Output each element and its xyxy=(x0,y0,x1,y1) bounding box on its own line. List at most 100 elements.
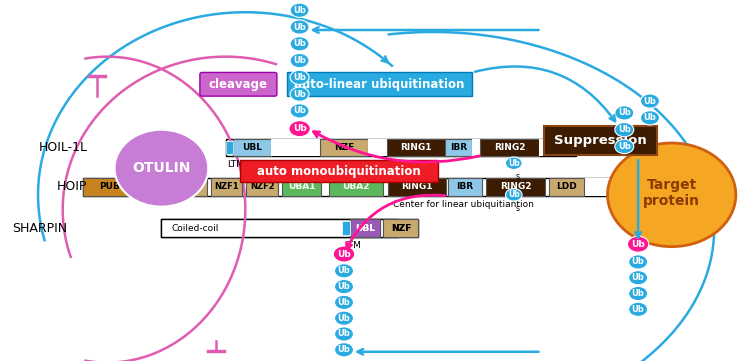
Text: Ub: Ub xyxy=(338,298,351,307)
Ellipse shape xyxy=(505,189,522,201)
Text: Ub: Ub xyxy=(508,190,520,199)
Bar xyxy=(388,178,446,196)
Text: LTM: LTM xyxy=(228,160,244,169)
Bar xyxy=(342,221,350,235)
Bar xyxy=(135,178,139,196)
Bar xyxy=(320,139,368,156)
Bar xyxy=(448,178,482,196)
Text: Ub: Ub xyxy=(293,73,306,82)
Text: Ub: Ub xyxy=(618,109,630,117)
Ellipse shape xyxy=(629,302,648,317)
Ellipse shape xyxy=(290,53,309,68)
FancyBboxPatch shape xyxy=(200,73,277,96)
Text: Ub: Ub xyxy=(338,266,351,275)
Ellipse shape xyxy=(290,3,309,17)
Text: RING2: RING2 xyxy=(500,183,532,191)
Bar xyxy=(84,178,135,196)
Text: IBR: IBR xyxy=(450,143,467,152)
Ellipse shape xyxy=(627,236,648,252)
Text: UBA2: UBA2 xyxy=(342,183,370,191)
Text: LTM: LTM xyxy=(344,241,361,250)
Bar xyxy=(350,220,379,237)
Bar xyxy=(368,139,388,156)
Ellipse shape xyxy=(290,87,309,101)
Ellipse shape xyxy=(629,286,648,301)
Text: PUB: PUB xyxy=(99,183,120,191)
Ellipse shape xyxy=(608,143,736,246)
Bar xyxy=(287,73,472,96)
Ellipse shape xyxy=(290,70,309,85)
Text: Coiled-coil: Coiled-coil xyxy=(171,224,219,233)
Text: Ub: Ub xyxy=(338,282,351,291)
Ellipse shape xyxy=(290,20,309,34)
Ellipse shape xyxy=(615,123,634,137)
Text: NZF: NZF xyxy=(391,224,411,233)
Ellipse shape xyxy=(115,130,208,207)
Ellipse shape xyxy=(290,104,309,118)
Text: auto monoubiquitination: auto monoubiquitination xyxy=(257,165,421,178)
Text: Ub: Ub xyxy=(644,97,656,106)
Text: Ub: Ub xyxy=(618,142,630,151)
Text: SHARPIN: SHARPIN xyxy=(13,222,68,235)
Text: RING1: RING1 xyxy=(400,143,432,152)
Bar xyxy=(350,220,379,237)
Ellipse shape xyxy=(335,311,354,325)
Bar xyxy=(271,139,320,156)
Bar xyxy=(342,221,350,235)
Text: auto-linear ubiquitination: auto-linear ubiquitination xyxy=(294,78,464,91)
Bar xyxy=(480,139,539,156)
Text: UBL: UBL xyxy=(242,143,262,152)
Text: ZF: ZF xyxy=(188,183,200,191)
Ellipse shape xyxy=(335,280,354,294)
Text: LDD: LDD xyxy=(556,183,577,191)
FancyBboxPatch shape xyxy=(544,126,657,155)
Text: Ub: Ub xyxy=(632,305,645,314)
Text: NZF2: NZF2 xyxy=(250,183,274,191)
Text: OTULIN: OTULIN xyxy=(132,161,191,175)
Text: HOIL-1L: HOIL-1L xyxy=(38,141,87,154)
Text: Ub: Ub xyxy=(508,159,520,168)
Text: Ub: Ub xyxy=(632,273,645,282)
Text: Ub: Ub xyxy=(631,240,645,249)
Text: Target
protein: Target protein xyxy=(643,178,700,208)
Text: s: s xyxy=(516,204,520,213)
Text: UBL: UBL xyxy=(354,224,375,233)
Text: Ub: Ub xyxy=(293,90,306,99)
Text: UBA1: UBA1 xyxy=(288,183,315,191)
Bar xyxy=(472,139,480,156)
Text: Ub: Ub xyxy=(337,249,351,258)
Bar xyxy=(181,178,207,196)
Bar xyxy=(445,139,472,156)
Text: IBR: IBR xyxy=(456,183,474,191)
Text: Ub: Ub xyxy=(338,330,351,338)
Bar xyxy=(161,220,418,237)
Ellipse shape xyxy=(505,157,522,170)
Bar xyxy=(234,139,271,156)
Bar xyxy=(384,220,418,237)
Bar xyxy=(329,178,384,196)
Text: Ub: Ub xyxy=(293,23,306,32)
Text: RING2: RING2 xyxy=(494,143,526,152)
Ellipse shape xyxy=(615,139,634,154)
Bar xyxy=(225,139,576,156)
Text: Ub: Ub xyxy=(293,6,306,15)
Text: Center for linear ubiquitiantion: Center for linear ubiquitiantion xyxy=(394,200,535,209)
Text: Ub: Ub xyxy=(293,106,306,115)
Ellipse shape xyxy=(640,111,660,125)
Bar xyxy=(161,220,398,237)
Ellipse shape xyxy=(335,327,354,341)
Text: Ub: Ub xyxy=(293,124,306,133)
Ellipse shape xyxy=(290,37,309,51)
Text: Ub: Ub xyxy=(338,345,351,354)
Text: Ub: Ub xyxy=(618,125,630,134)
Bar xyxy=(539,139,576,156)
Ellipse shape xyxy=(333,246,354,262)
Bar xyxy=(225,140,234,154)
Text: s: s xyxy=(516,172,520,181)
Bar xyxy=(584,178,621,196)
Bar xyxy=(384,220,418,237)
Text: Ub: Ub xyxy=(644,113,656,122)
Bar xyxy=(247,178,278,196)
Bar xyxy=(241,160,438,182)
Ellipse shape xyxy=(335,295,354,310)
